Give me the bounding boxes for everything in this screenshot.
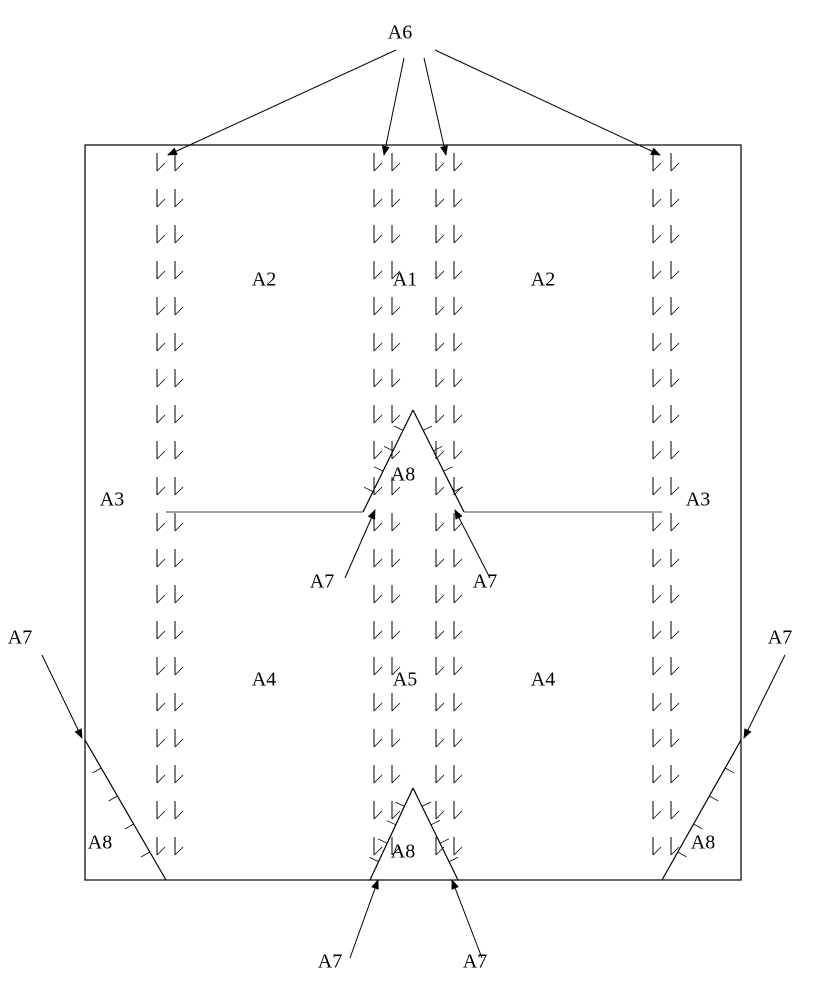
label-A4_left: A4: [252, 669, 276, 692]
a7-arrow-3: [744, 655, 785, 738]
label-A7_bot_left: A7: [318, 951, 342, 974]
label-A7_far_right: A7: [768, 627, 792, 650]
label-A5: A5: [393, 669, 417, 692]
a7-arrow-0: [345, 510, 375, 578]
lower-left-diagonal: [85, 740, 166, 880]
a6-arrow-2: [424, 58, 446, 155]
a7-arrow-5: [452, 880, 482, 958]
label-A3_right: A3: [686, 489, 710, 512]
a7-arrow-1: [455, 510, 490, 578]
label-A8_upper: A8: [391, 464, 415, 487]
outer-frame: [85, 145, 741, 880]
label-A8_left: A8: [88, 832, 112, 855]
a7-arrow-2: [42, 655, 82, 738]
a6-arrow-3: [435, 50, 660, 155]
label-A7_mid_left: A7: [310, 571, 334, 594]
label-A8_right: A8: [691, 832, 715, 855]
label-A7_mid_right: A7: [473, 571, 497, 594]
a6-arrow-0: [168, 50, 396, 155]
label-A2_right: A2: [531, 269, 555, 292]
label-A2_left: A2: [252, 269, 276, 292]
label-A3_left: A3: [100, 489, 124, 512]
label-A4_right: A4: [531, 669, 555, 692]
a7-arrow-4: [350, 880, 378, 958]
label-A1: A1: [393, 269, 417, 292]
lower-right-diagonal: [662, 740, 741, 880]
a6-arrow-1: [384, 58, 404, 155]
label-A6: A6: [388, 22, 412, 45]
label-A7_far_left: A7: [8, 627, 32, 650]
label-A7_bot_right: A7: [463, 951, 487, 974]
label-A8_lower: A8: [391, 841, 415, 864]
